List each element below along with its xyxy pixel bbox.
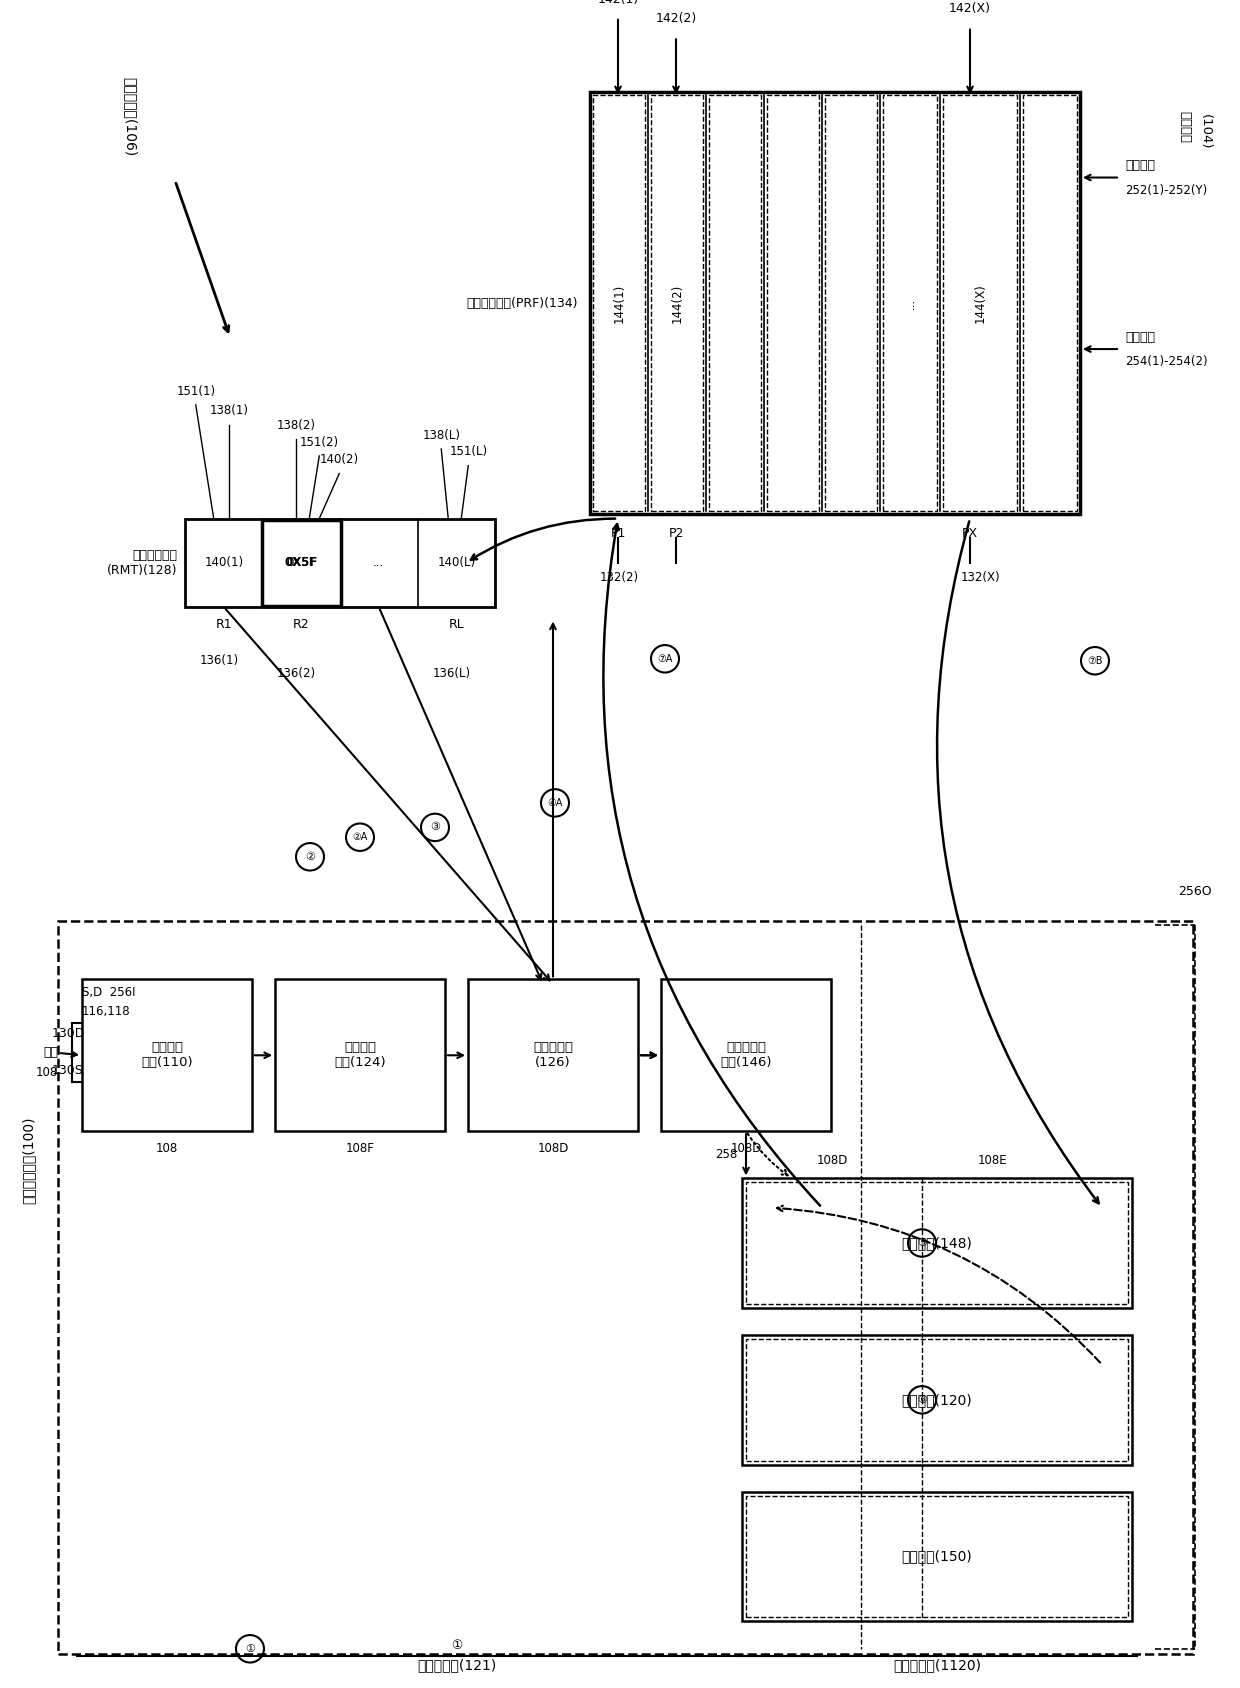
Text: 指令提取
电路(110): 指令提取 电路(110) bbox=[141, 1041, 192, 1069]
Text: ...: ... bbox=[373, 557, 384, 569]
Text: 151(1): 151(1) bbox=[176, 385, 216, 398]
Text: 指令: 指令 bbox=[43, 1047, 58, 1060]
Text: 指令处理系统(100): 指令处理系统(100) bbox=[21, 1117, 35, 1205]
Bar bbox=[590, 93, 1080, 513]
Text: ②A: ②A bbox=[352, 832, 368, 842]
Bar bbox=[275, 979, 445, 1131]
Text: ②: ② bbox=[305, 852, 315, 863]
Text: 140(2): 140(2) bbox=[320, 454, 358, 466]
Text: ④A: ④A bbox=[547, 798, 563, 809]
Bar bbox=[746, 1182, 1128, 1303]
Text: 0X5F: 0X5F bbox=[286, 557, 316, 569]
Bar bbox=[746, 1339, 1128, 1460]
Text: P1: P1 bbox=[610, 527, 626, 540]
Text: R1: R1 bbox=[216, 618, 232, 631]
Text: 执行电路(120): 执行电路(120) bbox=[901, 1393, 972, 1406]
Text: ①: ① bbox=[451, 1639, 463, 1653]
Bar bbox=[82, 979, 252, 1131]
Text: 132(X): 132(X) bbox=[960, 571, 999, 584]
Text: 140(L): 140(L) bbox=[438, 557, 475, 569]
Text: 寄存器存取
电路(146): 寄存器存取 电路(146) bbox=[720, 1041, 771, 1069]
Text: 142(1): 142(1) bbox=[598, 0, 639, 5]
Bar bbox=[262, 520, 341, 606]
Text: 乱序处理器(106): 乱序处理器(106) bbox=[123, 78, 136, 157]
Text: 151(2): 151(2) bbox=[300, 436, 339, 449]
Bar bbox=[1023, 95, 1078, 511]
Text: 142(2): 142(2) bbox=[656, 12, 697, 25]
Bar bbox=[651, 95, 703, 511]
Text: ⑦B: ⑦B bbox=[1087, 655, 1102, 665]
Text: 151(L): 151(L) bbox=[449, 446, 487, 459]
Bar bbox=[593, 95, 645, 511]
Bar bbox=[742, 1335, 1132, 1465]
Text: 分派电路(148): 分派电路(148) bbox=[901, 1236, 972, 1251]
Text: 136(L): 136(L) bbox=[433, 667, 470, 680]
Text: 写入端口: 写入端口 bbox=[1125, 159, 1154, 172]
Bar bbox=[467, 979, 639, 1131]
Text: 后端流水线(1120): 后端流水线(1120) bbox=[893, 1658, 981, 1673]
Bar bbox=[825, 95, 877, 511]
Text: 指令解码
电路(124): 指令解码 电路(124) bbox=[335, 1041, 386, 1069]
Text: ①: ① bbox=[246, 1644, 255, 1654]
Bar bbox=[742, 1492, 1132, 1622]
Text: (104): (104) bbox=[1199, 113, 1211, 149]
Text: 前端流水线(121): 前端流水线(121) bbox=[417, 1658, 496, 1673]
Text: 138(L): 138(L) bbox=[423, 429, 460, 442]
Text: 130S: 130S bbox=[52, 1063, 84, 1077]
Bar bbox=[942, 95, 1017, 511]
Text: 108: 108 bbox=[156, 1143, 179, 1155]
Text: RL: RL bbox=[449, 618, 464, 631]
Text: 140(1): 140(1) bbox=[205, 557, 243, 569]
Text: 136(2): 136(2) bbox=[277, 667, 316, 680]
Text: 108F: 108F bbox=[346, 1143, 374, 1155]
Text: ⑥: ⑥ bbox=[918, 1394, 928, 1404]
Bar bbox=[746, 1496, 1128, 1617]
Text: 物理寄存器堆(PRF)(134): 物理寄存器堆(PRF)(134) bbox=[466, 297, 578, 309]
Text: ...: ... bbox=[904, 297, 916, 309]
Text: 254(1)-254(2): 254(1)-254(2) bbox=[1125, 354, 1208, 368]
Text: 258: 258 bbox=[715, 1148, 737, 1161]
Text: 144(X): 144(X) bbox=[973, 284, 987, 322]
Text: R2: R2 bbox=[293, 618, 310, 631]
Text: PX: PX bbox=[962, 527, 978, 540]
Bar bbox=[58, 920, 1193, 1654]
Text: ⑦A: ⑦A bbox=[657, 653, 672, 663]
Text: 130D: 130D bbox=[51, 1026, 84, 1040]
Text: 108D: 108D bbox=[816, 1155, 848, 1166]
Text: 108D: 108D bbox=[730, 1143, 761, 1155]
Text: 256O: 256O bbox=[1178, 885, 1211, 898]
Text: 136(1): 136(1) bbox=[200, 655, 238, 667]
Text: 单片系统: 单片系统 bbox=[1178, 111, 1192, 142]
Text: P2: P2 bbox=[668, 527, 683, 540]
Text: 132(2): 132(2) bbox=[599, 571, 639, 584]
Bar bbox=[883, 95, 937, 511]
Text: 116,118: 116,118 bbox=[82, 1004, 130, 1018]
Text: 重命名电路
(126): 重命名电路 (126) bbox=[533, 1041, 573, 1069]
Text: 138(1): 138(1) bbox=[210, 405, 248, 417]
Text: 142(X): 142(X) bbox=[949, 2, 991, 15]
Text: ③: ③ bbox=[430, 822, 440, 832]
Text: S,D  256I: S,D 256I bbox=[82, 986, 135, 999]
Text: ⑤: ⑤ bbox=[918, 1237, 928, 1247]
Text: 写回电路(150): 写回电路(150) bbox=[901, 1550, 972, 1563]
Text: 252(1)-252(Y): 252(1)-252(Y) bbox=[1125, 184, 1208, 197]
Text: 读取端口: 读取端口 bbox=[1125, 331, 1154, 344]
Bar bbox=[742, 1178, 1132, 1308]
Text: 108D: 108D bbox=[537, 1143, 569, 1155]
Bar bbox=[709, 95, 761, 511]
Text: 138(2): 138(2) bbox=[277, 419, 316, 432]
Text: 108E: 108E bbox=[977, 1155, 1007, 1166]
Bar bbox=[185, 518, 495, 608]
Text: 0X5F: 0X5F bbox=[284, 557, 317, 569]
Text: 寄存器映射表
(RMT)(128): 寄存器映射表 (RMT)(128) bbox=[107, 549, 177, 577]
Text: 144(1): 144(1) bbox=[613, 284, 625, 322]
Text: 144(2): 144(2) bbox=[671, 284, 683, 322]
Bar bbox=[768, 95, 818, 511]
Text: 108: 108 bbox=[36, 1065, 58, 1079]
Bar bbox=[661, 979, 831, 1131]
